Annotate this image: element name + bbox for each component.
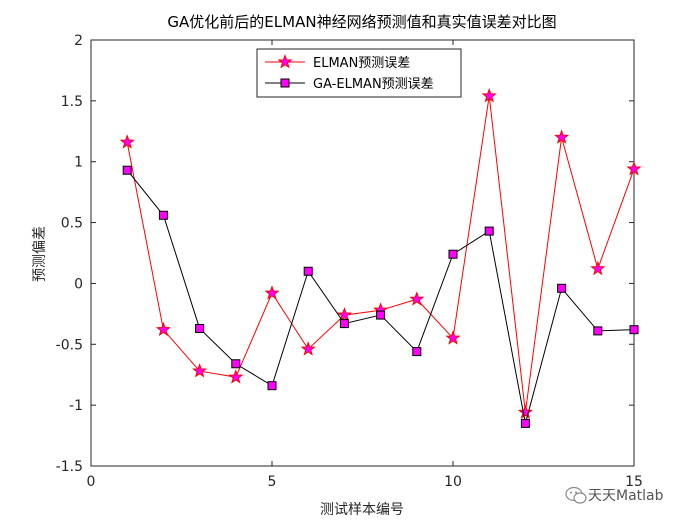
y-tick-label: 1.5	[61, 94, 83, 110]
data-point-2-15	[629, 325, 639, 335]
data-point-1-4	[228, 369, 244, 384]
data-point-2-13	[557, 283, 567, 293]
y-axis-label: 预测偏差	[32, 226, 48, 282]
data-point-2-6	[303, 266, 313, 276]
data-point-1-7	[336, 307, 352, 322]
legend-marker	[277, 54, 293, 69]
data-point-2-1	[122, 165, 132, 175]
series-1	[119, 88, 642, 419]
data-point-1-1	[119, 134, 135, 149]
x-tick-label: 10	[444, 474, 462, 490]
x-tick-label: 0	[87, 474, 96, 490]
watermark: 天天Matlab	[565, 486, 664, 504]
plot-area	[90, 39, 635, 467]
data-point-1-14	[590, 260, 606, 276]
legend-item-2: GA-ELMAN预测误差	[265, 77, 434, 92]
data-point-2-9	[412, 347, 422, 357]
data-point-2-3	[195, 323, 205, 333]
data-point-1-12	[517, 404, 533, 419]
data-point-2-10	[448, 249, 458, 259]
data-point-2-14	[593, 326, 603, 336]
legend-label: GA-ELMAN预测误差	[313, 77, 434, 92]
data-point-2-7	[339, 319, 349, 329]
wechat-icon	[565, 486, 587, 504]
data-point-1-6	[300, 341, 316, 356]
data-point-2-8	[376, 310, 386, 320]
data-point-1-11	[481, 88, 497, 103]
data-point-2-2	[158, 210, 168, 220]
data-point-2-12	[520, 418, 530, 428]
y-tick-label: 1	[74, 155, 83, 171]
x-axis-label: 测试样本编号	[320, 502, 404, 518]
legend-item-1: ELMAN预测误差	[265, 54, 410, 71]
y-tick-label: 0.5	[61, 216, 83, 232]
x-tick-label: 5	[268, 474, 277, 490]
data-point-1-15	[626, 161, 642, 176]
data-point-2-5	[267, 381, 277, 391]
data-point-2-4	[231, 359, 241, 369]
data-point-2-11	[484, 226, 494, 236]
data-point-1-3	[192, 363, 208, 378]
y-tick-label: -1.5	[56, 459, 83, 475]
watermark-text: 天天Matlab	[588, 488, 664, 504]
y-tick-label: -1	[69, 398, 83, 414]
series-2	[122, 165, 639, 428]
x-tick-label: 15	[625, 474, 643, 490]
y-tick-label: 0	[74, 276, 83, 292]
data-point-1-13	[554, 129, 570, 144]
chart-title: GA优化前后的ELMAN神经网络预测值和真实值误差对比图	[167, 13, 556, 31]
y-tick-label: 2	[74, 33, 83, 49]
data-point-1-5	[264, 285, 280, 300]
y-tick-label: -0.5	[56, 337, 83, 353]
legend-marker	[280, 78, 290, 88]
data-point-1-10	[445, 330, 461, 345]
data-point-1-9	[409, 291, 425, 306]
data-point-1-2	[155, 321, 171, 337]
legend-label: ELMAN预测误差	[313, 56, 410, 71]
legend-box	[256, 48, 462, 98]
